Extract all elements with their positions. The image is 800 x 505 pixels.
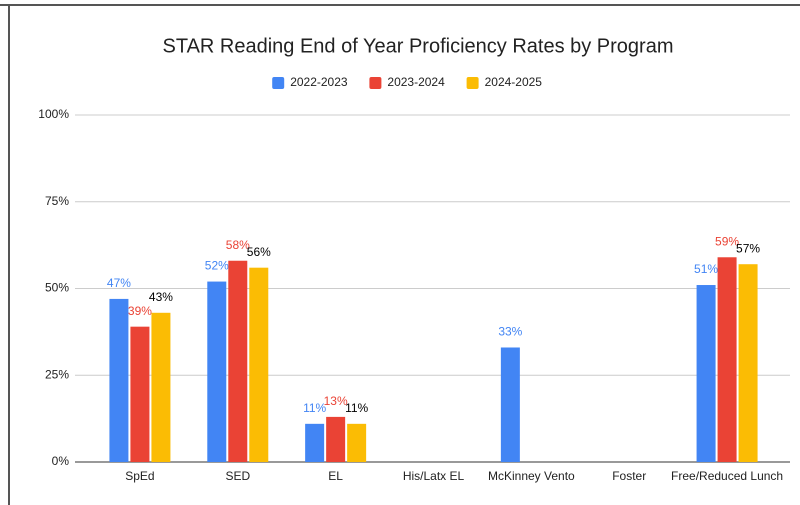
- x-tick-label: EL: [328, 469, 343, 483]
- legend-swatch: [466, 77, 479, 89]
- data-label: 57%: [736, 241, 760, 255]
- data-label: 13%: [324, 394, 348, 408]
- x-tick-label: SED: [225, 469, 250, 483]
- data-label: 39%: [128, 304, 152, 318]
- bar: [109, 298, 129, 462]
- bar: [696, 285, 716, 462]
- data-label: 43%: [149, 290, 173, 304]
- x-tick-label: Foster: [612, 469, 646, 483]
- legend-label: 2022-2023: [290, 75, 348, 89]
- bar: [738, 264, 758, 462]
- bar: [326, 416, 346, 462]
- x-tick-label: His/Latx EL: [403, 469, 465, 483]
- y-tick-label: 100%: [38, 107, 69, 121]
- data-label: 52%: [205, 259, 229, 273]
- bar: [228, 260, 248, 462]
- legend-label: 2023-2024: [387, 75, 445, 89]
- legend-swatch: [369, 77, 382, 89]
- bar: [249, 267, 269, 462]
- data-label: 51%: [694, 262, 718, 276]
- data-label: 58%: [226, 238, 250, 252]
- data-label: 56%: [247, 245, 271, 259]
- legend-label: 2024-2025: [485, 75, 543, 89]
- y-tick-label: 0%: [52, 454, 70, 468]
- data-label: 59%: [715, 234, 739, 248]
- x-tick-label: McKinney Vento: [488, 469, 575, 483]
- data-label: 33%: [498, 325, 522, 339]
- bar: [151, 312, 171, 462]
- bar: [347, 423, 367, 462]
- y-tick-label: 50%: [45, 281, 69, 295]
- y-tick-label: 25%: [45, 367, 69, 381]
- bar: [207, 281, 227, 462]
- y-tick-label: 75%: [45, 194, 69, 208]
- legend-swatch: [272, 77, 285, 89]
- bar: [130, 326, 150, 462]
- x-tick-label: Free/Reduced Lunch: [671, 469, 783, 483]
- data-label: 11%: [303, 401, 326, 415]
- chart-title: STAR Reading End of Year Proficiency Rat…: [163, 35, 674, 57]
- x-tick-label: SpEd: [125, 469, 154, 483]
- data-label: 47%: [107, 276, 131, 290]
- bar: [305, 423, 325, 462]
- bar: [717, 257, 737, 462]
- data-label: 11%: [345, 401, 368, 415]
- bar: [500, 347, 520, 462]
